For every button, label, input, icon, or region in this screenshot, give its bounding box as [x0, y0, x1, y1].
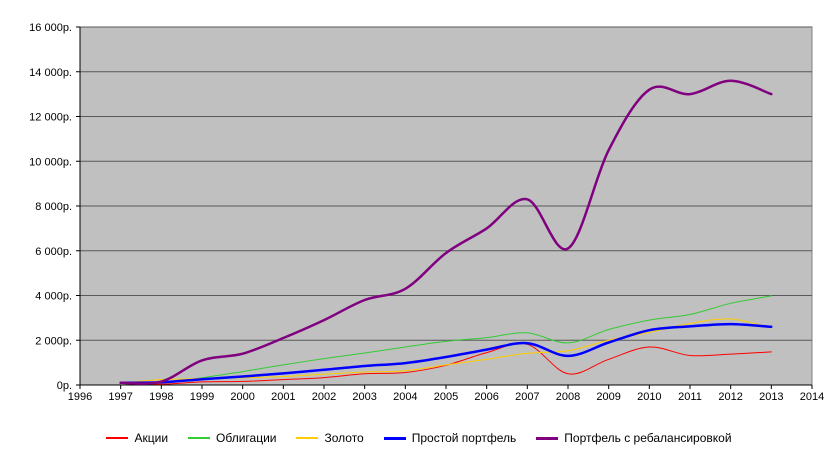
y-axis-tick-label: 2 000р. [35, 335, 72, 347]
y-axis-tick-label: 14 000р. [29, 67, 72, 79]
legend-item-obligacii: Облигации [188, 431, 276, 445]
series-line-portfel-s-rebalansirovkoy [119, 79, 773, 385]
x-axis-tick-label: 1996 [68, 391, 92, 403]
y-axis-tick-label: 12 000р. [29, 112, 72, 124]
y-axis-tick-label: 6 000р. [35, 246, 72, 258]
x-axis-tick-label: 2013 [759, 391, 783, 403]
legend-item-portfel-s-rebalansirovkoy: Портфель с ребалансировкой [536, 431, 732, 445]
x-axis-tick-label: 1999 [190, 391, 214, 403]
legend-label-zoloto: Золото [324, 431, 364, 445]
x-axis-tick-label: 2014 [800, 391, 824, 403]
legend-line-sample-obligacii [188, 437, 211, 439]
y-axis-tick-label: 4 000р. [35, 291, 72, 303]
legend-item-zoloto: Золото [296, 431, 364, 445]
x-axis-tick-label: 2009 [596, 391, 620, 403]
series-line-obligacii [120, 295, 772, 384]
x-axis-tick-label: 2003 [352, 391, 376, 403]
x-axis-tick-label: 2011 [678, 391, 702, 403]
legend-label-akcii: Акции [134, 431, 169, 445]
legend-item-prostoy-portfel: Простой портфель [383, 431, 517, 445]
legend: Акции Облигации Золото Простой портфель Порт… [0, 427, 838, 449]
x-axis-tick-label: 2000 [230, 391, 254, 403]
y-axis-tick-label: 8 000р. [35, 201, 72, 213]
x-axis-tick-label: 2002 [312, 391, 336, 403]
x-axis-tick-label: 2004 [393, 391, 417, 403]
legend-label-prostoy-portfel: Простой портфель [411, 431, 517, 445]
y-axis-tick-label: 0р. [57, 380, 72, 392]
legend-line-sample-prostoy-portfel [383, 436, 406, 440]
x-axis-tick-label: 1997 [108, 391, 132, 403]
legend-line-sample-akcii [106, 437, 129, 439]
legend-label-obligacii: Облигации [216, 431, 277, 445]
x-axis-tick-label: 2012 [718, 391, 742, 403]
x-axis-tick-label: 2007 [515, 391, 539, 403]
x-axis-tick-label: 2001 [271, 391, 295, 403]
y-axis-tick-label: 10 000р. [29, 156, 72, 168]
legend-line-sample-zoloto [296, 437, 319, 439]
legend-label-portfel-s-rebalansirovkoy: Портфель с ребалансировкой [564, 431, 732, 445]
legend-line-sample-portfel-s-rebalansirovkoy [536, 436, 559, 440]
x-axis-tick-label: 1998 [149, 391, 173, 403]
x-axis-tick-label: 2008 [556, 391, 580, 403]
x-axis-tick-label: 2005 [434, 391, 458, 403]
legend-item-akcii: Акции [106, 431, 168, 445]
y-axis-tick-label: 16 000р. [29, 22, 72, 34]
x-axis-tick-label: 2006 [474, 391, 498, 403]
line-chart: 0р. 2 000р. 4 000р. 6 000р. 8 000р. 10 000р. 1… [29, 22, 824, 403]
series-line-prostoy-portfel [119, 322, 773, 385]
x-axis-tick-label: 2010 [637, 391, 661, 403]
